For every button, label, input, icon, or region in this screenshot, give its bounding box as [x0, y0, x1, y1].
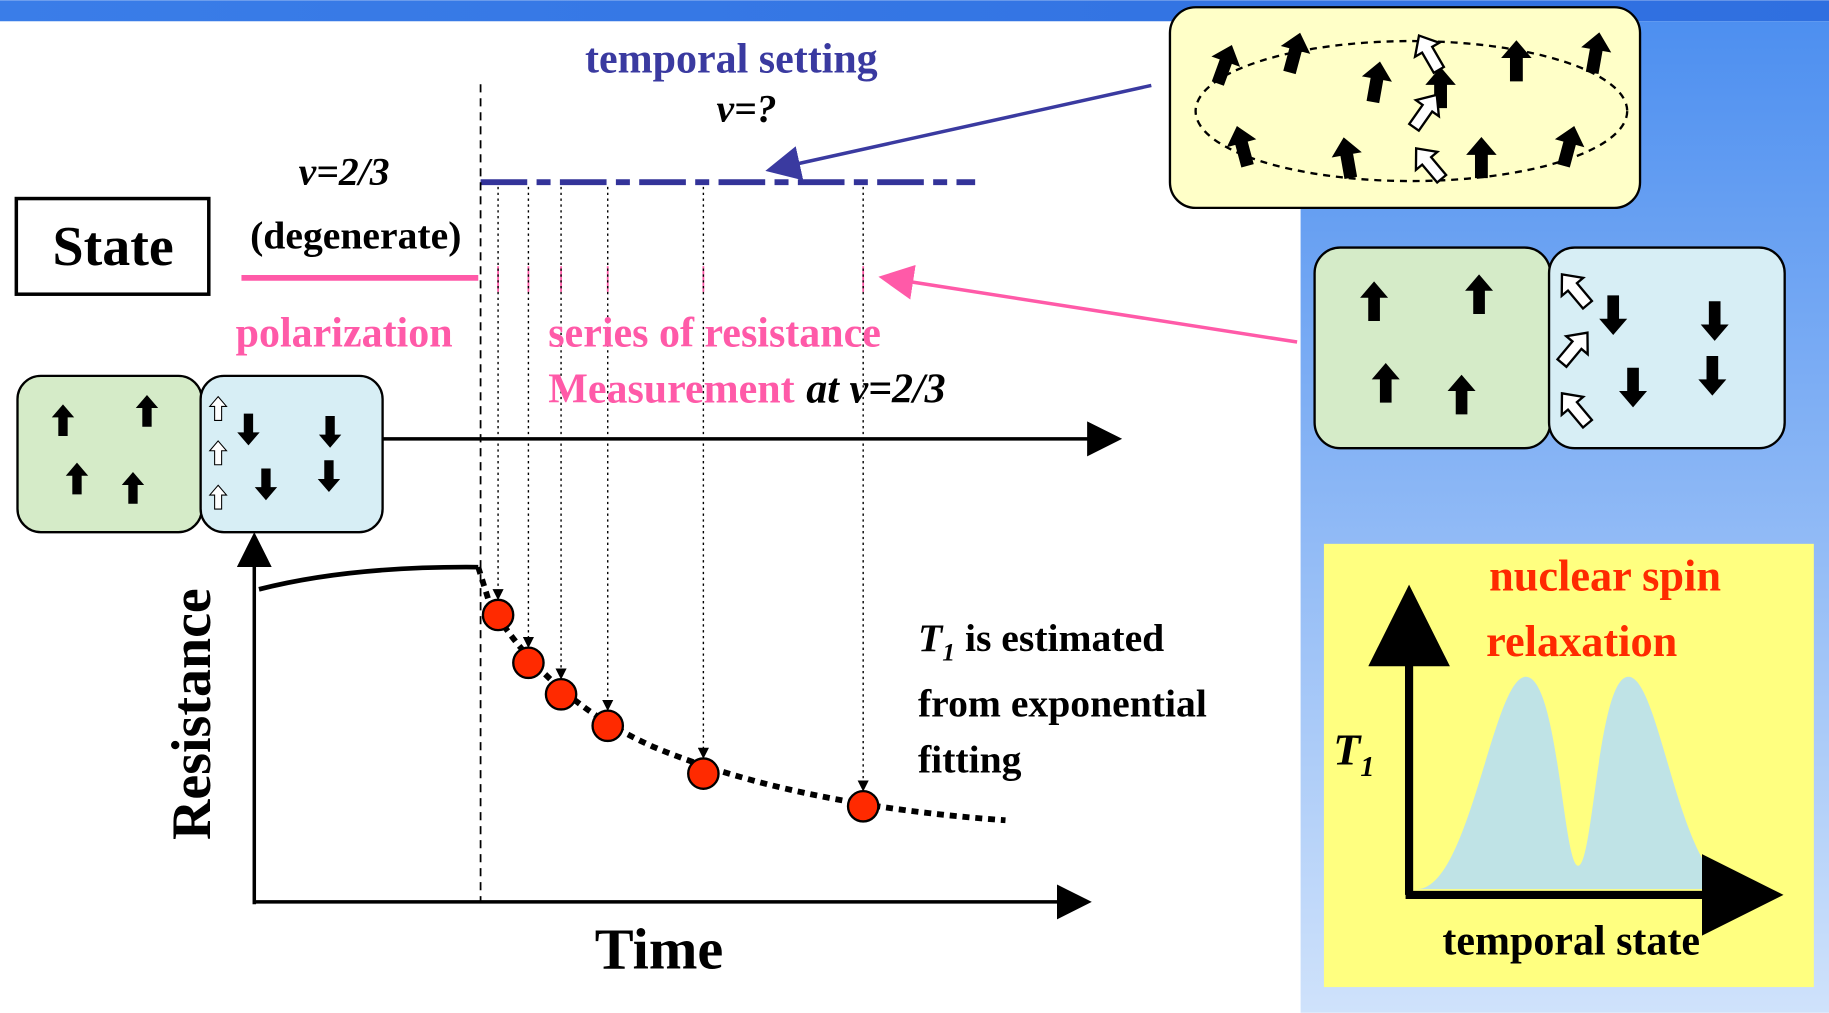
t-subscript: 1	[942, 637, 955, 666]
y-axis-label: Resistance	[161, 588, 223, 840]
degenerate-note: (degenerate)	[250, 214, 461, 258]
pointer-arrow	[878, 264, 1298, 344]
t-symbol: T	[1333, 725, 1362, 774]
resistance-curve	[258, 564, 479, 592]
initial-spin-box	[16, 374, 384, 534]
polarization-label: polarization	[236, 311, 453, 357]
inset-title: relaxation	[1486, 617, 1677, 666]
inset-title: nuclear spin	[1489, 551, 1721, 600]
estimate-text: fitting	[918, 737, 1022, 781]
inset-y-label: T1	[1333, 725, 1374, 783]
t-symbol: T	[918, 616, 944, 660]
polarized-spin-box	[1313, 246, 1786, 450]
estimate-rest: is estimated	[955, 616, 1164, 660]
measurement-nu: at ν=2/3	[806, 367, 945, 413]
relaxation-inset	[1323, 543, 1814, 988]
inset-x-label: temporal state	[1442, 918, 1700, 964]
estimate-text: T1 is estimated	[918, 616, 1164, 666]
measurement-word: Measurement	[548, 367, 794, 413]
t-subscript: 1	[1360, 752, 1374, 783]
measure-lines	[492, 186, 869, 792]
estimate-text: from exponential	[918, 681, 1207, 725]
measurement-points	[481, 598, 880, 823]
measurement-label: Measurement at ν=2/3	[548, 367, 945, 413]
state-box	[14, 196, 211, 296]
temporal-title: temporal setting	[585, 37, 878, 83]
measure-ticks	[497, 266, 865, 292]
temporal-spin-box	[1168, 6, 1642, 210]
pointer-arrow	[765, 83, 1152, 181]
state-label: State	[53, 216, 174, 278]
nu-unknown: ν=?	[717, 87, 777, 131]
nu-label: ν=2/3	[299, 150, 390, 194]
x-axis-label: Time	[595, 916, 724, 981]
measurement-label: series of resistance	[548, 311, 881, 357]
